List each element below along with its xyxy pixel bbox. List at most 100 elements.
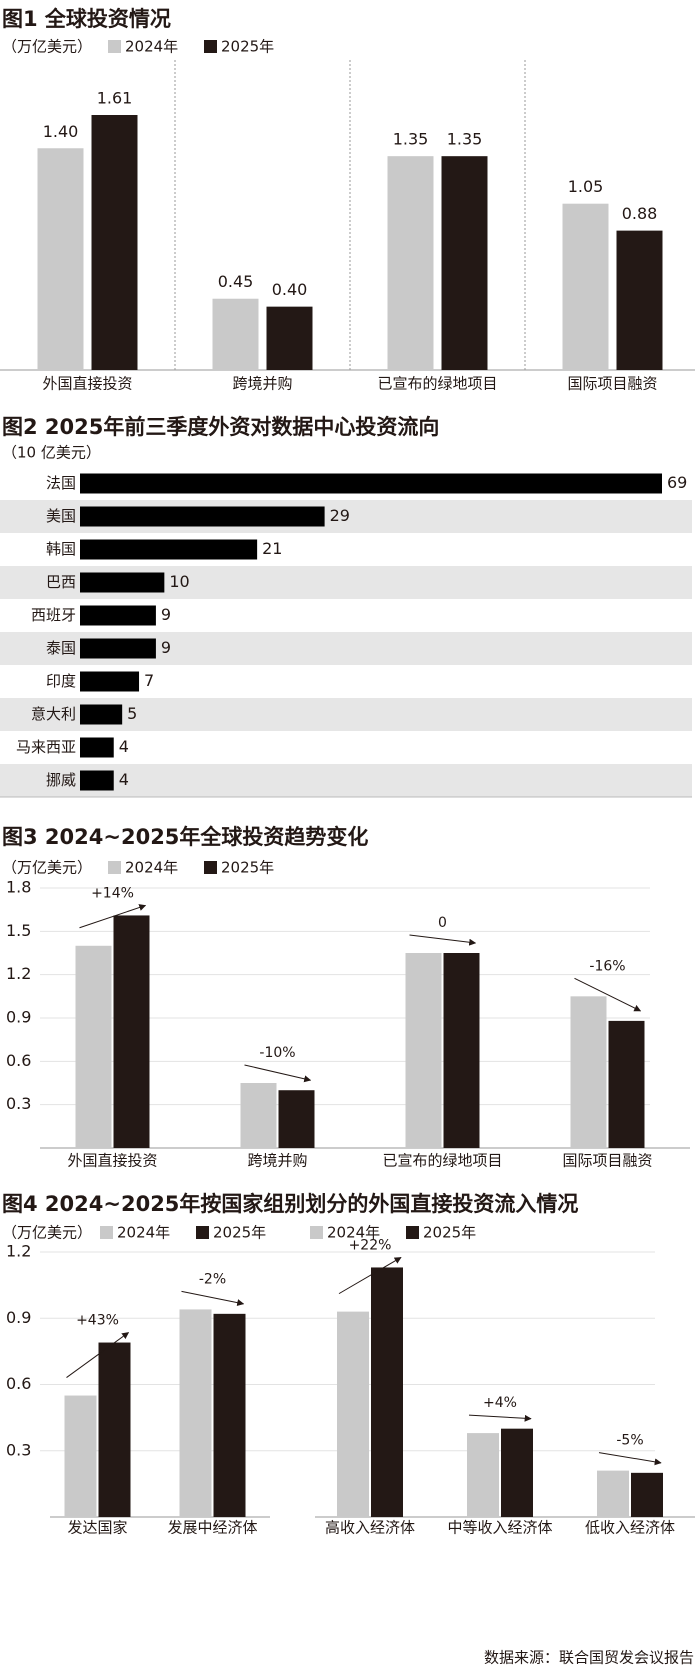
change-arrow — [338, 1257, 402, 1295]
category-label: 美国 — [46, 507, 76, 525]
value-label: 29 — [330, 506, 350, 525]
unit-label: （万亿美元） — [2, 38, 92, 56]
value-label: 0.88 — [622, 204, 658, 223]
category-label: 挪威 — [46, 771, 76, 789]
bar — [337, 1311, 369, 1517]
annotation: +22% — [349, 1237, 392, 1253]
y-tick-label: 0.6 — [6, 1051, 31, 1070]
legend-swatch — [108, 40, 121, 53]
annotation: -2% — [199, 1271, 226, 1287]
value-label: 9 — [161, 605, 171, 624]
value-label: 69 — [667, 473, 687, 492]
legend-swatch — [310, 1226, 323, 1239]
bar — [387, 156, 434, 370]
x-tick-label: 高收入经济体 — [325, 1519, 415, 1537]
bar — [80, 572, 165, 593]
legend-label: 2025年 — [221, 859, 274, 877]
value-label: 1.40 — [43, 122, 79, 141]
category-label: 泰国 — [46, 639, 76, 657]
value-label: 1.35 — [393, 130, 429, 149]
row-stripe — [0, 764, 692, 797]
value-label: 0.45 — [218, 272, 254, 291]
bar — [213, 1313, 246, 1517]
bar — [37, 148, 84, 370]
value-label: 1.35 — [447, 130, 483, 149]
y-tick-label: 0.9 — [6, 1308, 31, 1327]
bar — [80, 539, 258, 560]
value-label: 4 — [119, 770, 129, 789]
value-label: 5 — [127, 704, 137, 723]
value-label: 7 — [144, 671, 154, 690]
legend-swatch — [108, 861, 121, 874]
bar — [80, 671, 140, 692]
y-tick-label: 1.8 — [6, 878, 31, 897]
x-tick-label: 外国直接投资 — [67, 1152, 157, 1170]
x-tick-label: 发展中经济体 — [167, 1519, 257, 1537]
category-label: 马来西亚 — [16, 738, 76, 756]
bar — [98, 1342, 131, 1517]
legend-label: 2025年 — [221, 38, 274, 56]
annotation: -5% — [616, 1433, 643, 1449]
bar — [80, 605, 156, 626]
category-label: 巴西 — [46, 573, 76, 591]
bar — [405, 953, 442, 1148]
y-tick-label: 1.2 — [6, 964, 31, 983]
category-label: 法国 — [46, 474, 76, 492]
x-tick-label: 已宣布的绿地项目 — [382, 1152, 502, 1170]
chart-title: 图1 全球投资情况 — [2, 7, 171, 31]
unit-label: （万亿美元） — [2, 1224, 92, 1242]
legend-label: 2024年 — [117, 1224, 170, 1242]
legend-label: 2024年 — [327, 1224, 380, 1242]
bar — [443, 953, 480, 1148]
bar — [80, 704, 123, 725]
bar — [467, 1433, 499, 1517]
y-tick-label: 0.3 — [6, 1094, 31, 1113]
bar — [616, 230, 663, 370]
category-label: 印度 — [46, 672, 76, 690]
bar — [597, 1470, 629, 1517]
change-arrow — [181, 1290, 245, 1307]
category-label: 韩国 — [46, 540, 76, 558]
bar — [179, 1309, 212, 1517]
x-tick-label: 外国直接投资 — [42, 375, 132, 393]
bar — [91, 115, 138, 370]
x-tick-label: 已宣布的绿地项目 — [377, 375, 497, 393]
bar — [501, 1428, 533, 1517]
value-label: 1.61 — [97, 89, 133, 108]
annotation: +4% — [483, 1395, 517, 1411]
legend-label: 2024年 — [125, 859, 178, 877]
bar — [212, 298, 259, 370]
value-label: 0.40 — [272, 280, 308, 299]
bar — [80, 473, 662, 494]
legend-swatch — [204, 861, 217, 874]
x-tick-label: 跨境并购 — [232, 375, 292, 393]
annotation: +14% — [91, 885, 134, 901]
change-arrow — [66, 1332, 130, 1378]
bar — [371, 1267, 403, 1517]
legend-label: 2025年 — [213, 1224, 266, 1242]
bar — [278, 1090, 315, 1148]
annotation: -10% — [259, 1045, 295, 1061]
legend-swatch — [196, 1226, 209, 1239]
bar — [570, 996, 607, 1148]
legend-swatch — [204, 40, 217, 53]
legend-swatch — [100, 1226, 113, 1239]
x-tick-label: 低收入经济体 — [585, 1519, 675, 1537]
change-arrow — [598, 1452, 662, 1466]
unit-label: （10 亿美元） — [2, 444, 101, 462]
bar — [80, 506, 325, 527]
y-tick-label: 0.9 — [6, 1008, 31, 1027]
change-arrow — [409, 934, 477, 946]
value-label: 9 — [161, 638, 171, 657]
change-arrow — [468, 1414, 532, 1422]
chart-title: 图4 2024~2025年按国家组别划分的外国直接投资流入情况 — [2, 1192, 578, 1216]
y-tick-label: 1.5 — [6, 921, 31, 940]
x-tick-label: 中等收入经济体 — [447, 1519, 552, 1537]
x-tick-label: 发达国家 — [67, 1519, 127, 1537]
bar — [80, 737, 114, 758]
annotation: -16% — [589, 958, 625, 974]
change-arrow — [244, 1064, 312, 1083]
chart-title: 图3 2024~2025年全球投资趋势变化 — [2, 825, 368, 849]
bar — [441, 156, 488, 370]
